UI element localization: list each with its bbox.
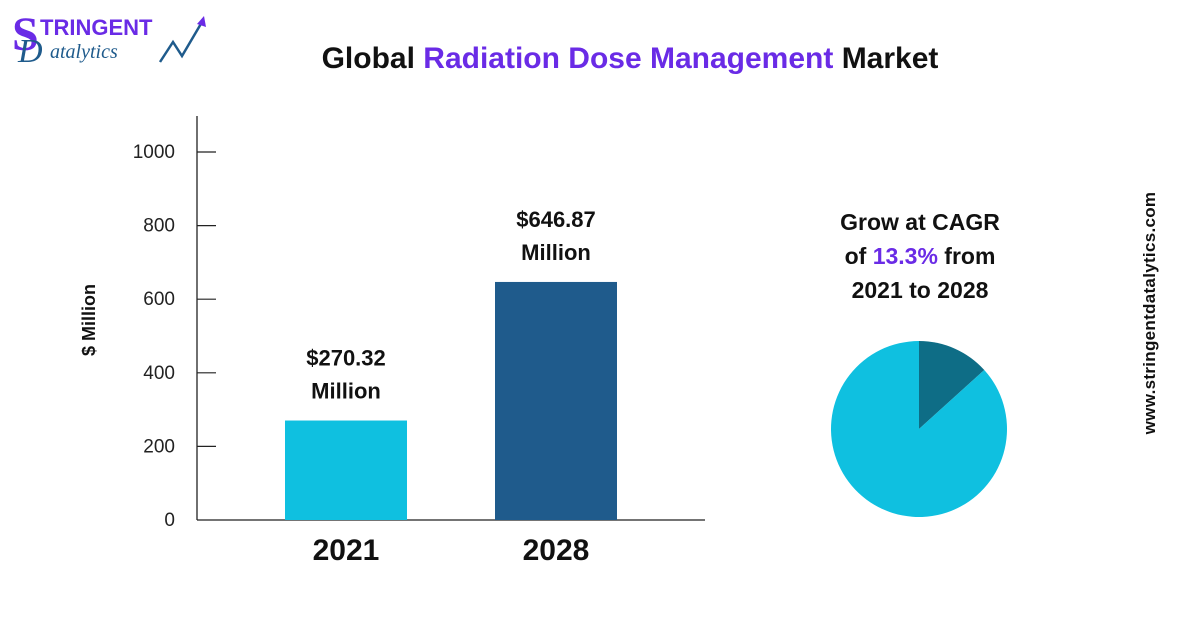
x-tick-label: 2028 (523, 534, 590, 567)
bar-chart: 0 200 400 600 800 1000 $ Million $270.32 Million… (79, 116, 705, 567)
title-prefix: Global (321, 42, 424, 75)
y-tick-label: 800 (143, 216, 175, 237)
bar-2028 (495, 281, 617, 520)
stringent-datalytics-logo: S TRINGENT D atalytics (12, 10, 206, 70)
data-label-unit: Million (311, 379, 381, 404)
title-suffix: Market (833, 42, 939, 75)
pie-chart (830, 341, 1007, 517)
title-highlight: Radiation Dose Management (423, 42, 834, 75)
logo-text-main: TRINGENT (40, 15, 153, 40)
cagr-note: Grow at CAGR of 13.3% from 2021 to 2028 (810, 205, 1030, 307)
cagr-line2: of 13.3% from (810, 239, 1030, 273)
cagr-line1: Grow at CAGR (840, 209, 1000, 235)
x-tick-label: 2021 (313, 534, 380, 567)
y-axis-label: $ Million (79, 284, 99, 356)
pie-slice (919, 341, 985, 429)
chart-title: Global Radiation Dose Management Market (0, 42, 1200, 76)
logo-s-letter: S (12, 10, 39, 61)
pie-slice (830, 341, 1007, 517)
data-label-value: $646.87 (516, 207, 596, 232)
trend-arrow-icon (158, 21, 204, 63)
cagr-rate: 13.3% (872, 243, 938, 269)
logo-d-letter: D (17, 33, 43, 70)
logo-text-sub: atalytics (50, 41, 118, 63)
website-url: www.stringentdatalytics.com (1140, 191, 1159, 435)
y-tick-label: 200 (143, 436, 175, 457)
cagr-line2-prefix: of (844, 243, 873, 269)
y-tick-label: 0 (164, 510, 175, 531)
data-label-unit: Million (521, 240, 591, 265)
bar-2021 (285, 420, 407, 520)
arrow-head-icon (197, 16, 206, 27)
cagr-line3: 2021 to 2028 (851, 277, 989, 303)
y-tick-label: 1000 (133, 142, 175, 163)
cagr-line2-suffix: from (937, 243, 996, 269)
data-label-value: $270.32 (306, 346, 386, 371)
y-tick-label: 400 (143, 363, 175, 384)
y-tick-label: 600 (143, 289, 175, 310)
